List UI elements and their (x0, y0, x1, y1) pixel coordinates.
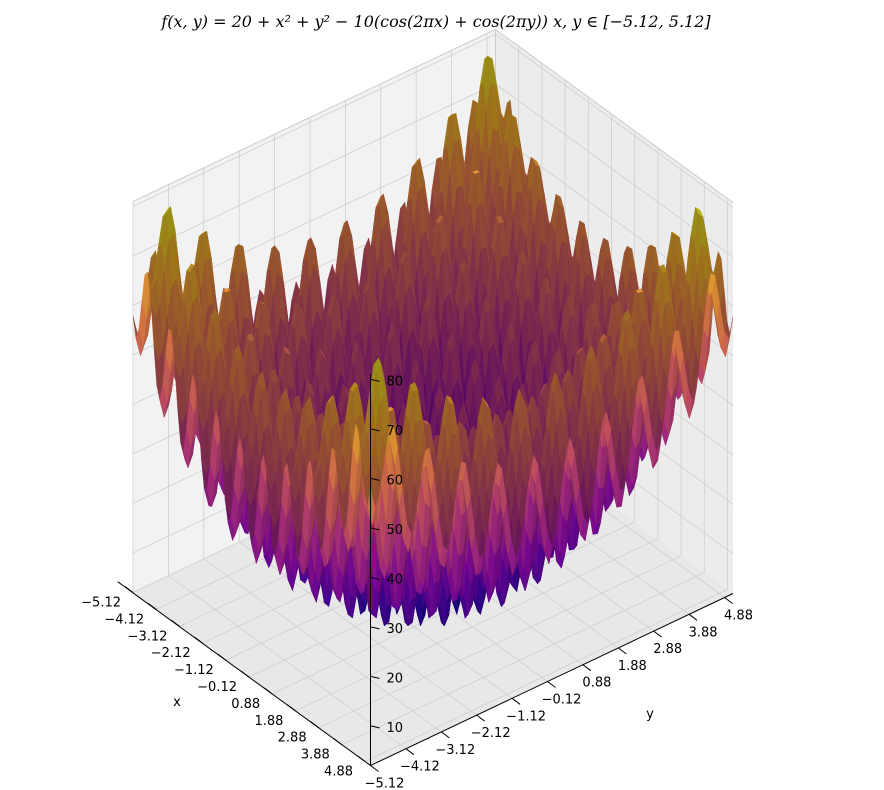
pane-edge (132, 28, 496, 202)
grid-line-x-floor (272, 521, 635, 695)
grid-line-x-floor (364, 589, 728, 762)
pane-edge (495, 28, 734, 203)
grid-line-z-right (495, 34, 734, 208)
grid-line-y-floor (168, 575, 407, 750)
grid-line-x-floor (341, 572, 705, 745)
chart-title: f(x, y) = 20 + x² + y² − 10(cos(2πx) + c… (160, 12, 711, 31)
surface-plot (132, 55, 734, 627)
grid-line-y-floor (203, 558, 442, 733)
grid-line-x-floor (295, 538, 659, 712)
grid-line-x-floor (318, 555, 682, 729)
grid-line-z-left (132, 34, 496, 207)
grid-line-z-left (132, 83, 496, 257)
